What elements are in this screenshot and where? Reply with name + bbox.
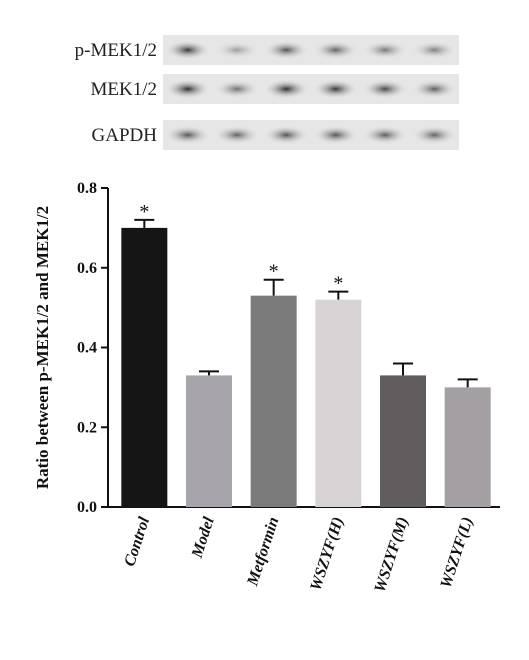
blot-band (214, 125, 260, 145)
y-tick-label: 0.8 (77, 180, 97, 197)
y-tick-label: 0.4 (77, 340, 97, 357)
blot-band (411, 40, 458, 60)
blot-band (214, 79, 260, 99)
blot-band (263, 40, 310, 60)
y-axis-label: Ratio between p-MEK1/2 and MEK1/2 (33, 206, 52, 489)
blot-band (312, 125, 359, 145)
bar (380, 375, 426, 507)
blot-strip (163, 35, 459, 65)
x-tick-label: Model (188, 514, 218, 560)
bar (315, 299, 362, 507)
blot-band (164, 79, 211, 99)
blot-band (362, 125, 408, 145)
blot-band (362, 40, 408, 60)
significance-marker: * (333, 273, 343, 295)
significance-marker: * (269, 261, 279, 283)
blot-band (164, 40, 211, 60)
x-tick-label: WSZYF(L) (438, 515, 477, 590)
bar (444, 387, 491, 507)
bar (186, 375, 232, 507)
y-ticks: 0.0 0.2 0.4 0.6 0.8 (77, 180, 108, 516)
x-tick-label: Control (121, 514, 153, 568)
bar (121, 227, 168, 507)
blot-band (263, 125, 310, 145)
blot-row-label: p-MEK1/2 (75, 40, 157, 61)
x-tick-label: WSZYF(H) (307, 515, 347, 593)
blot-band (263, 79, 310, 99)
western-blot-panel: p-MEK1/2 MEK1/2 GAPDH (75, 35, 459, 150)
y-tick-label: 0.2 (77, 419, 97, 436)
bar (250, 295, 297, 507)
blot-strip (163, 74, 459, 104)
blot-band (362, 79, 408, 99)
blot-band (312, 79, 359, 99)
significance-marker: * (139, 201, 149, 223)
blot-band (411, 79, 458, 99)
blot-band (411, 125, 458, 145)
x-ticks: Control Model Metformin WSZYF(H) WSZYF(M) WSZ… (121, 514, 476, 594)
blot-band (214, 41, 260, 59)
y-tick-label: 0.0 (77, 499, 97, 516)
blot-band (164, 125, 211, 145)
blot-row-label: MEK1/2 (91, 79, 158, 100)
x-tick-label: WSZYF(M) (371, 515, 411, 595)
blot-strip (163, 120, 459, 150)
bar-chart: Ratio between p-MEK1/2 and MEK1/2 0.0 0.2… (33, 180, 500, 595)
blot-band (312, 40, 359, 60)
x-tick-label: Metformin (244, 515, 282, 589)
blot-row-label: GAPDH (92, 125, 158, 146)
y-tick-label: 0.6 (77, 260, 97, 277)
bars: * * * (121, 201, 491, 507)
